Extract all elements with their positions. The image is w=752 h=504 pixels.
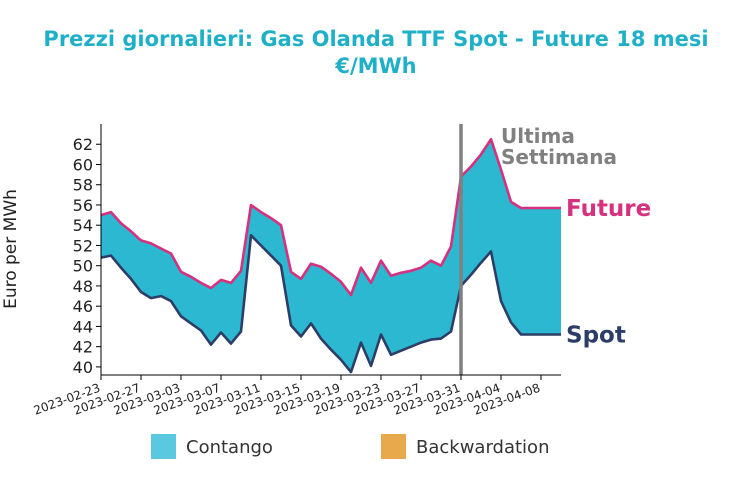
chart-title: Prezzi giornalieri: Gas Olanda TTF Spot … [43, 27, 708, 51]
y-tick-label: 54 [73, 216, 93, 235]
series-label-spot: Spot [566, 323, 626, 349]
y-tick-label: 40 [73, 358, 93, 377]
series-line-spot [100, 234, 561, 374]
y-axis-label: Euro per MWh [1, 189, 21, 309]
y-tick-label: 62 [73, 135, 93, 154]
legend-swatch-backwardation [381, 434, 406, 459]
annotation-ultima: Ultima [501, 124, 575, 148]
y-tick-label: 52 [73, 236, 93, 255]
y-tick-label: 44 [73, 317, 93, 336]
y-tick-label: 46 [73, 297, 93, 316]
y-tick-label: 56 [73, 196, 93, 215]
legend-swatch-contango [151, 434, 176, 459]
series-line-future [100, 137, 561, 297]
chart-subtitle: €/MWh [334, 54, 416, 78]
legend-label-backwardation: Backwardation [416, 437, 549, 458]
y-tick-label: 60 [73, 155, 93, 174]
y-tick-label: 48 [73, 277, 93, 296]
series-label-future: Future [566, 196, 651, 222]
y-tick-label: 58 [73, 176, 93, 195]
legend: Contango Backwardation [151, 434, 549, 459]
legend-label-contango: Contango [186, 437, 273, 458]
contango-area [101, 139, 561, 372]
axes-group: 4042444648505254565860622023-02-232023-0… [32, 124, 561, 418]
y-tick-label: 50 [73, 257, 93, 276]
annotation-settimana: Settimana [501, 145, 617, 169]
y-tick-label: 42 [73, 338, 93, 357]
plot-area [100, 137, 561, 374]
